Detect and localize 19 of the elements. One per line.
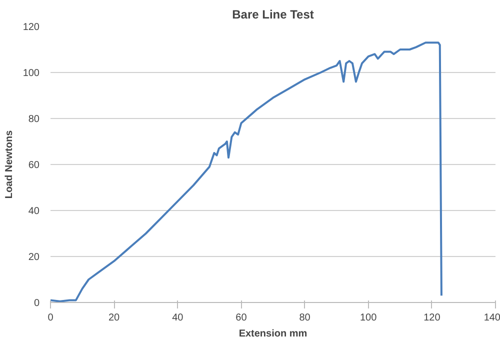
y-tick-label: 100	[22, 68, 40, 79]
y-tick-label: 80	[28, 114, 40, 125]
x-tick-label: 120	[424, 312, 441, 324]
y-tick-label: 120	[22, 22, 40, 33]
x-tick-label: 80	[299, 312, 311, 324]
x-tick-label: 20	[108, 312, 120, 324]
y-tick-label: 40	[28, 206, 40, 217]
y-tick-label: 0	[34, 298, 40, 309]
y-axis-title: Load Newtons	[4, 130, 15, 199]
y-tick-label: 60	[28, 160, 40, 171]
x-tick-label: 40	[172, 312, 184, 324]
line-series	[50, 42, 442, 302]
x-tick-label: 60	[236, 312, 248, 324]
x-tick-label: 0	[48, 312, 54, 324]
x-tick-label: 140	[484, 312, 500, 324]
chart-title: Bare Line Test	[232, 8, 314, 22]
y-tick-label: 20	[28, 252, 40, 263]
x-axis-title: Extension mm	[238, 328, 308, 340]
x-tick-label: 100	[360, 312, 378, 324]
